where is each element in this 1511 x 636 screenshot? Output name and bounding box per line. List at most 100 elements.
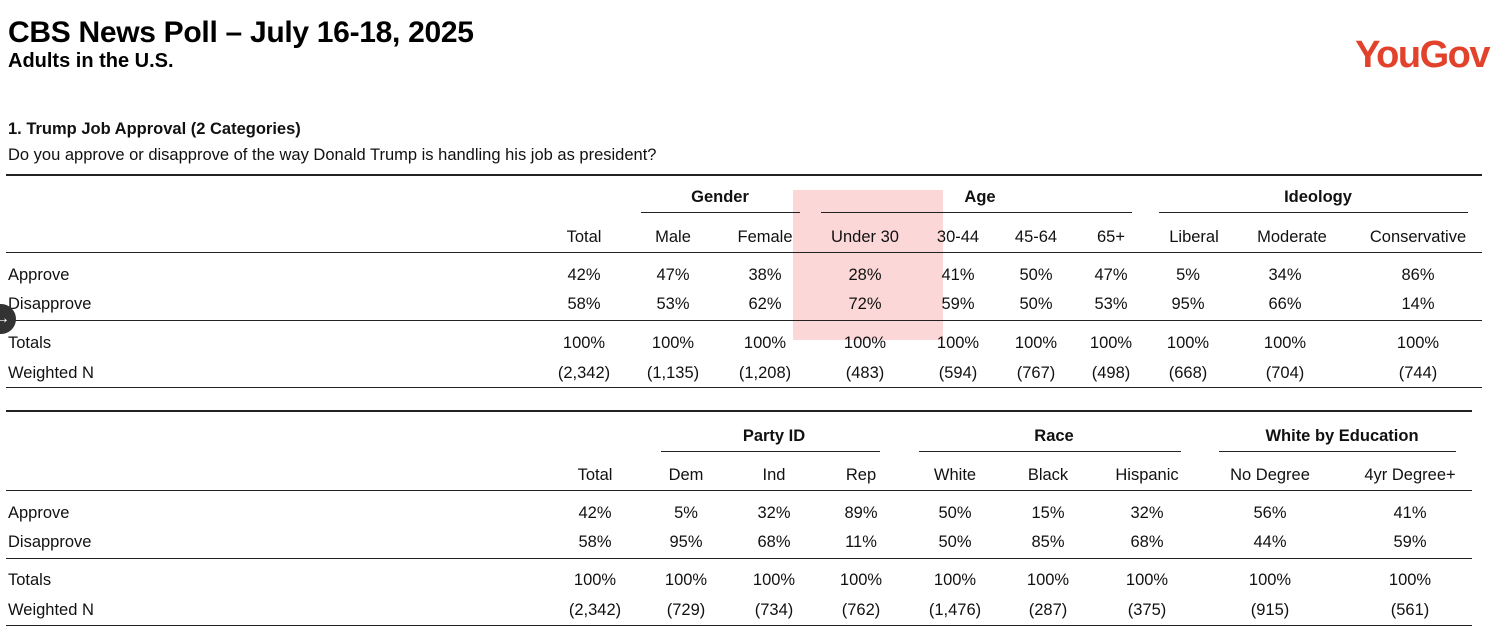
table-cell: 58% [578,533,612,551]
table-cell: 85% [1031,533,1065,551]
table-cell: 41% [1393,504,1427,522]
group-header: Party ID [742,427,806,445]
table-cell: 72% [848,295,882,313]
table-cell: (287) [1028,601,1068,619]
page-subtitle: Adults in the U.S. [8,50,174,72]
column-header: Male [655,228,691,246]
table-top-rule [6,410,1472,412]
group-header: Gender [691,188,749,206]
table-cell: 59% [1393,533,1427,551]
group-underline [1219,451,1456,452]
row-label: Approve [8,504,70,522]
table-cell: 50% [1019,295,1053,313]
table-cell: 100% [1089,334,1133,352]
table-cell: 100% [752,571,796,589]
table-cell: (594) [938,364,978,382]
header-bottom-rule [6,252,1482,253]
column-header: Liberal [1169,228,1219,246]
row-label: Disapprove [8,295,92,313]
column-header: White [933,466,977,484]
table-cell: 42% [578,504,612,522]
column-header: 65+ [1097,228,1125,246]
table-cell: 100% [1388,571,1432,589]
table-cell: 66% [1268,295,1302,313]
row-label: Approve [8,266,70,284]
table-cell: 58% [567,295,601,313]
table-cell: 95% [1171,295,1205,313]
column-header: Total [566,228,602,246]
table-cell: 44% [1253,533,1287,551]
group-underline [821,212,1132,213]
table-bottom-rule [6,625,1472,626]
table-cell: (762) [841,601,881,619]
table-cell: (2,342) [568,601,622,619]
row-label: Weighted N [8,364,94,382]
column-header: 30-44 [936,228,980,246]
table-cell: (729) [666,601,706,619]
table-cell: 5% [674,504,698,522]
table-cell: 5% [1176,266,1200,284]
table-cell: 100% [573,571,617,589]
table-cell: 41% [941,266,975,284]
table-cell: (375) [1127,601,1167,619]
column-header: Black [1027,466,1069,484]
table-cell: 100% [1263,334,1307,352]
table-cell: 53% [656,295,690,313]
question-text: Do you approve or disapprove of the way … [8,146,657,164]
table-cell: 47% [656,266,690,284]
group-underline [919,451,1181,452]
table-cell: (498) [1091,364,1131,382]
table-cell: 100% [1396,334,1440,352]
row-label: Weighted N [8,601,94,619]
table-cell: 100% [933,571,977,589]
column-header: Total [577,466,613,484]
group-underline [661,451,880,452]
table-cell: 50% [1019,266,1053,284]
table-top-rule [6,174,1482,176]
table-cell: 100% [743,334,787,352]
table-bottom-rule [6,387,1482,388]
row-label: Totals [8,571,52,589]
group-header: White by Education [1265,427,1419,445]
table-cell: 42% [567,266,601,284]
page-title: CBS News Poll – July 16-18, 2025 [8,16,474,49]
table-cell: 100% [936,334,980,352]
table-cell: 100% [1166,334,1210,352]
column-header: 4yr Degree+ [1364,466,1456,484]
table-cell: 28% [848,266,882,284]
column-header: Dem [668,466,704,484]
table-cell: (767) [1016,364,1056,382]
table-cell: 59% [941,295,975,313]
table-cell: (734) [754,601,794,619]
table-cell: 68% [757,533,791,551]
column-header: Hispanic [1115,466,1179,484]
column-header: Moderate [1257,228,1327,246]
table-cell: (483) [845,364,885,382]
row-label: Totals [8,334,52,352]
table-cell: 14% [1401,295,1435,313]
table-cell: (1,208) [738,364,792,382]
table-cell: (704) [1265,364,1305,382]
table-cell: 100% [651,334,695,352]
column-header: Under 30 [831,228,899,246]
table-cell: 32% [1130,504,1164,522]
header-bottom-rule [6,490,1472,491]
table-cell: (1,476) [928,601,982,619]
table-cell: 100% [843,334,887,352]
table-cell: (561) [1390,601,1430,619]
side-handle-icon[interactable]: → [0,304,16,334]
table-cell: 100% [562,334,606,352]
column-header: No Degree [1230,466,1310,484]
yougov-logo: YouGov [1355,34,1490,76]
group-underline [1159,212,1468,213]
table-cell: 15% [1031,504,1065,522]
table-cell: 53% [1094,295,1128,313]
table-cell: 38% [748,266,782,284]
table-cell: 68% [1130,533,1164,551]
table-cell: 100% [1014,334,1058,352]
row-label: Disapprove [8,533,92,551]
table-cell: 32% [757,504,791,522]
table-cell: 89% [844,504,878,522]
table-cell: 50% [938,533,972,551]
totals-separator-rule [6,558,1472,559]
